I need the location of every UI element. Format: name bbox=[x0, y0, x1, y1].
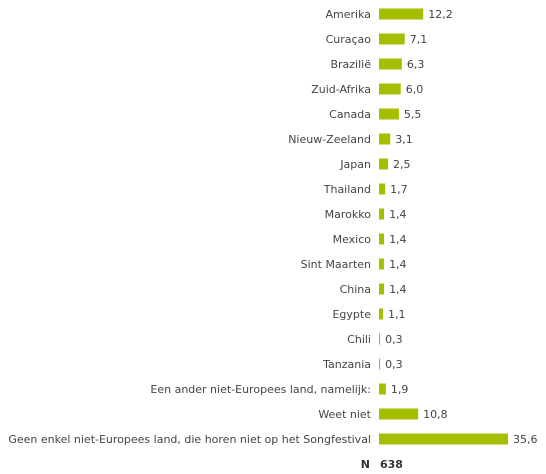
value-label: 1,4 bbox=[389, 258, 407, 271]
bar bbox=[379, 358, 381, 370]
value-label: 1,9 bbox=[391, 383, 409, 396]
category-label: Een ander niet-Europees land, namelijk: bbox=[150, 383, 371, 396]
bar bbox=[379, 8, 424, 20]
category-label: Canada bbox=[329, 108, 371, 121]
bar bbox=[379, 208, 385, 220]
value-label: 0,3 bbox=[385, 333, 403, 346]
bars-group: Amerika 12,2 Curaçao 7,1 Brazilië 6,3 Zuid-Afr… bbox=[8, 8, 537, 446]
value-label: 6,3 bbox=[407, 58, 425, 71]
bar bbox=[379, 133, 391, 145]
bar bbox=[379, 83, 401, 95]
bar bbox=[379, 58, 402, 70]
bar bbox=[379, 233, 385, 245]
category-label: Egypte bbox=[332, 308, 371, 321]
category-label: Marokko bbox=[325, 208, 372, 221]
value-label: 1,4 bbox=[389, 208, 407, 221]
value-label: 10,8 bbox=[423, 408, 448, 421]
category-label: Mexico bbox=[333, 233, 372, 246]
n-value: 638 bbox=[380, 458, 403, 471]
category-label: Thailand bbox=[323, 183, 371, 196]
category-label: Chili bbox=[347, 333, 371, 346]
value-label: 3,1 bbox=[395, 133, 413, 146]
bar bbox=[379, 383, 386, 395]
bar bbox=[379, 33, 405, 45]
bar bbox=[379, 333, 381, 345]
category-label: Curaçao bbox=[326, 33, 372, 46]
bar bbox=[379, 283, 385, 295]
category-label: Amerika bbox=[325, 8, 371, 21]
category-label: Zuid-Afrika bbox=[311, 83, 371, 96]
category-label: Japan bbox=[339, 158, 371, 171]
category-label: Brazilië bbox=[330, 58, 371, 71]
bar bbox=[379, 258, 385, 270]
category-label: Sint Maarten bbox=[301, 258, 371, 271]
value-label: 5,5 bbox=[404, 108, 422, 121]
value-label: 1,4 bbox=[389, 233, 407, 246]
category-label: Weet niet bbox=[318, 408, 371, 421]
bar bbox=[379, 433, 508, 445]
category-label: Geen enkel niet-Europees land, die horen… bbox=[8, 433, 371, 446]
bar bbox=[379, 408, 419, 420]
value-label: 2,5 bbox=[393, 158, 411, 171]
category-label: China bbox=[340, 283, 371, 296]
value-label: 0,3 bbox=[385, 358, 403, 371]
value-label: 1,4 bbox=[389, 283, 407, 296]
value-label: 1,7 bbox=[390, 183, 408, 196]
value-label: 12,2 bbox=[428, 8, 453, 21]
category-label: Nieuw-Zeeland bbox=[288, 133, 371, 146]
n-label: N bbox=[361, 458, 370, 471]
category-label: Tanzania bbox=[322, 358, 371, 371]
value-label: 1,1 bbox=[388, 308, 406, 321]
bar bbox=[379, 308, 383, 320]
bar bbox=[379, 158, 389, 170]
bar bbox=[379, 183, 386, 195]
value-label: 7,1 bbox=[410, 33, 428, 46]
value-label: 6,0 bbox=[406, 83, 424, 96]
bar bbox=[379, 108, 399, 120]
value-label: 35,6 bbox=[513, 433, 538, 446]
